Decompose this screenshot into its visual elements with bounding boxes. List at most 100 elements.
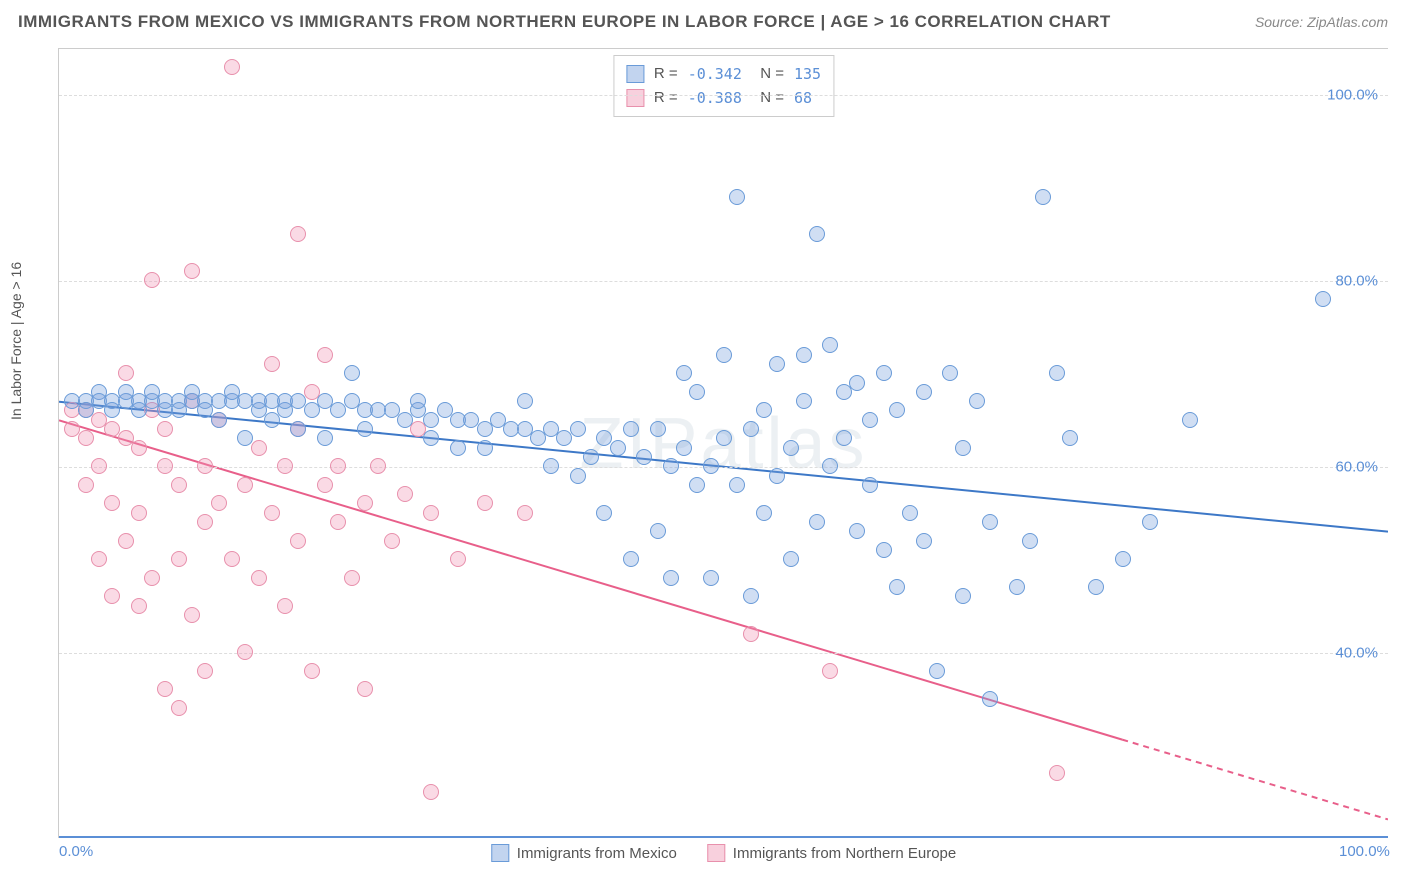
data-point: [703, 570, 719, 586]
data-point: [423, 505, 439, 521]
r-value: -0.342: [688, 62, 742, 86]
data-point: [330, 514, 346, 530]
y-tick-label: 40.0%: [1335, 645, 1378, 662]
data-point: [689, 477, 705, 493]
data-point: [1049, 365, 1065, 381]
grid-line: [59, 281, 1388, 282]
r-label: R =: [654, 62, 678, 86]
data-point: [118, 533, 134, 549]
data-point: [277, 458, 293, 474]
data-point: [729, 189, 745, 205]
data-point: [357, 421, 373, 437]
legend-label: Immigrants from Northern Europe: [733, 845, 956, 862]
data-point: [583, 449, 599, 465]
data-point: [689, 384, 705, 400]
data-point: [729, 477, 745, 493]
data-point: [171, 477, 187, 493]
data-point: [384, 533, 400, 549]
legend-swatch: [626, 89, 644, 107]
data-point: [1062, 430, 1078, 446]
data-point: [144, 272, 160, 288]
data-point: [756, 402, 772, 418]
source-attribution: Source: ZipAtlas.com: [1255, 14, 1388, 30]
data-point: [357, 681, 373, 697]
legend-label: Immigrants from Mexico: [517, 845, 677, 862]
data-point: [1009, 579, 1025, 595]
data-point: [743, 626, 759, 642]
data-point: [955, 440, 971, 456]
data-point: [849, 375, 865, 391]
data-point: [570, 468, 586, 484]
data-point: [224, 551, 240, 567]
data-point: [955, 588, 971, 604]
data-point: [929, 663, 945, 679]
grid-line: [59, 467, 1388, 468]
data-point: [290, 533, 306, 549]
x-axis-line: [59, 836, 1388, 838]
data-point: [131, 440, 147, 456]
data-point: [184, 607, 200, 623]
data-point: [157, 421, 173, 437]
data-point: [211, 412, 227, 428]
data-point: [836, 430, 852, 446]
data-point: [237, 644, 253, 660]
data-point: [716, 347, 732, 363]
data-point: [517, 393, 533, 409]
data-point: [264, 505, 280, 521]
data-point: [237, 477, 253, 493]
data-point: [264, 356, 280, 372]
data-point: [663, 458, 679, 474]
data-point: [304, 663, 320, 679]
data-point: [756, 505, 772, 521]
data-point: [317, 430, 333, 446]
data-point: [477, 495, 493, 511]
data-point: [543, 458, 559, 474]
x-tick-label: 0.0%: [59, 843, 93, 860]
legend-swatch: [491, 844, 509, 862]
data-point: [849, 523, 865, 539]
data-point: [330, 458, 346, 474]
data-point: [251, 440, 267, 456]
n-value: 68: [794, 86, 812, 110]
data-point: [916, 533, 932, 549]
data-point: [1142, 514, 1158, 530]
data-point: [969, 393, 985, 409]
data-point: [450, 440, 466, 456]
data-point: [171, 551, 187, 567]
data-point: [144, 570, 160, 586]
data-point: [517, 505, 533, 521]
data-point: [344, 365, 360, 381]
data-point: [78, 430, 94, 446]
data-point: [902, 505, 918, 521]
data-point: [91, 458, 107, 474]
data-point: [703, 458, 719, 474]
data-point: [676, 365, 692, 381]
grid-line: [59, 95, 1388, 96]
data-point: [596, 505, 612, 521]
data-point: [769, 468, 785, 484]
data-point: [237, 430, 253, 446]
data-point: [796, 393, 812, 409]
data-point: [570, 421, 586, 437]
data-point: [1022, 533, 1038, 549]
data-point: [1049, 765, 1065, 781]
data-point: [91, 551, 107, 567]
plot-area: ZIPatlas R =-0.342 N =135R =-0.388 N = 6…: [58, 48, 1388, 838]
legend-item: Immigrants from Northern Europe: [707, 844, 956, 862]
data-point: [916, 384, 932, 400]
data-point: [1088, 579, 1104, 595]
data-point: [889, 579, 905, 595]
n-value: 135: [794, 62, 821, 86]
data-point: [344, 570, 360, 586]
data-point: [131, 598, 147, 614]
series-legend: Immigrants from Mexico Immigrants from No…: [491, 844, 956, 862]
data-point: [197, 514, 213, 530]
data-point: [197, 458, 213, 474]
data-point: [477, 440, 493, 456]
data-point: [623, 421, 639, 437]
data-point: [157, 458, 173, 474]
data-point: [157, 681, 173, 697]
data-point: [317, 347, 333, 363]
data-point: [862, 412, 878, 428]
data-point: [743, 588, 759, 604]
